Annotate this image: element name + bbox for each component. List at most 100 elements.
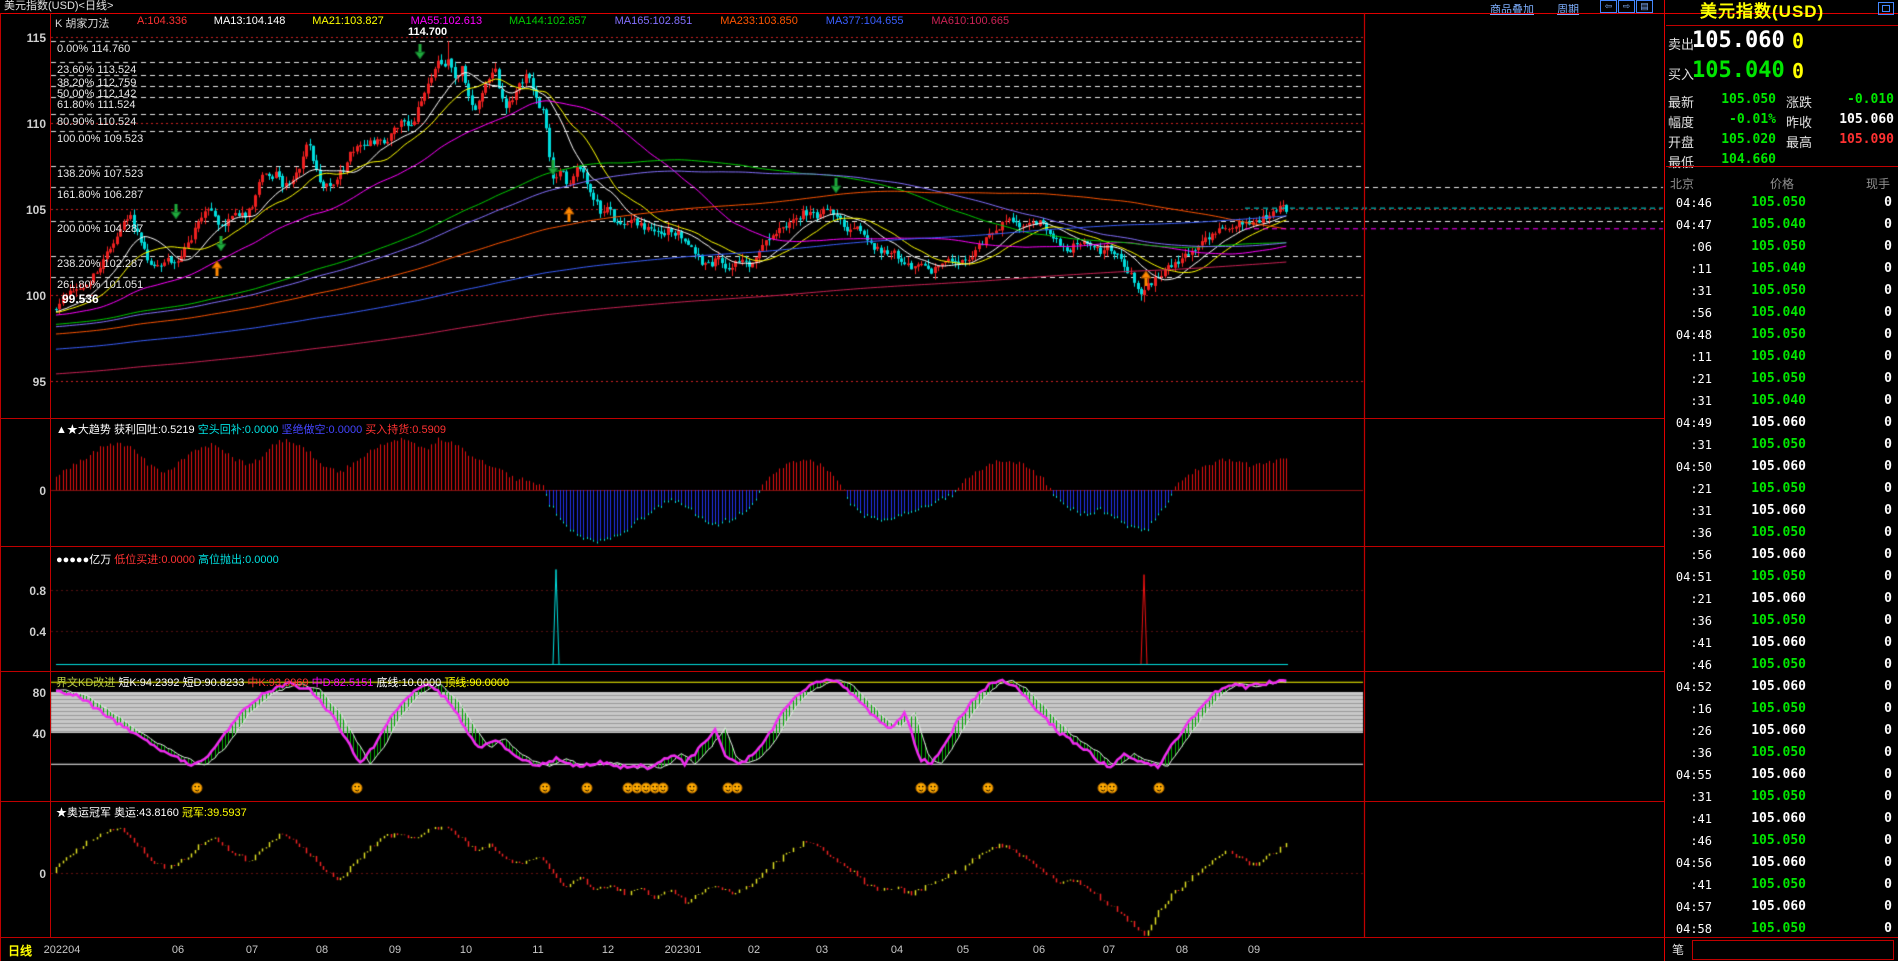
start-price-label: 99.536: [62, 292, 99, 306]
tick-row[interactable]: :26 105.060 0: [1666, 720, 1898, 742]
tick-row[interactable]: 04:46 105.050 0: [1666, 192, 1898, 214]
tick-time: :36: [1690, 614, 1712, 628]
tick-row[interactable]: :46 105.050 0: [1666, 654, 1898, 676]
tick-time: :11: [1690, 350, 1712, 364]
panel1-separator: [0, 418, 1664, 419]
tick-vol: 0: [1884, 393, 1892, 408]
tick-row[interactable]: :31 105.060 0: [1666, 500, 1898, 522]
tick-row[interactable]: :36 105.050 0: [1666, 522, 1898, 544]
tick-row[interactable]: :36 105.050 0: [1666, 742, 1898, 764]
toplink-overlay[interactable]: 商品叠加: [1490, 4, 1534, 16]
layout-icon[interactable]: ▤: [1636, 0, 1653, 13]
panel3-label-part-4: 中D:82.5151: [311, 677, 377, 689]
panel3-label-part-5: 底线:10.0000: [376, 677, 445, 689]
tick-time: :21: [1690, 482, 1712, 496]
tick-row[interactable]: 04:49 105.060 0: [1666, 412, 1898, 434]
tick-row[interactable]: 04:55 105.060 0: [1666, 764, 1898, 786]
tick-row[interactable]: :56 105.040 0: [1666, 302, 1898, 324]
buy-price: 105.040: [1692, 58, 1785, 83]
tick-price: 105.050: [1751, 613, 1806, 628]
tick-time: 04:52: [1675, 680, 1712, 694]
fib-label-10: 238.20% 102.287: [57, 258, 144, 270]
tick-row[interactable]: 04:52 105.060 0: [1666, 676, 1898, 698]
main-chart-canvas[interactable]: [0, 0, 1664, 961]
formula-name: K 胡家刀法: [55, 18, 110, 30]
toplink-period[interactable]: 周期: [1557, 4, 1579, 16]
panel2-label: ●●●●●亿万 低位买进:0.0000 高位抛出:0.0000: [56, 551, 279, 567]
tick-row[interactable]: :06 105.050 0: [1666, 236, 1898, 258]
tick-price: 105.050: [1751, 371, 1806, 386]
tick-row[interactable]: :41 105.050 0: [1666, 874, 1898, 896]
tick-time: 04:57: [1675, 900, 1712, 914]
panel2-tick-0.8: 0.8: [29, 584, 46, 598]
date-tick-05-12: 05: [956, 944, 970, 956]
date-tick-08-3: 08: [315, 944, 329, 956]
tick-row[interactable]: 04:50 105.060 0: [1666, 456, 1898, 478]
tick-row[interactable]: :36 105.050 0: [1666, 610, 1898, 632]
date-tick-03-10: 03: [815, 944, 829, 956]
panel2-tick-0.4: 0.4: [29, 625, 46, 639]
tick-row[interactable]: :41 105.060 0: [1666, 808, 1898, 830]
tick-row[interactable]: :41 105.060 0: [1666, 632, 1898, 654]
tick-row[interactable]: 04:47 105.040 0: [1666, 214, 1898, 236]
tick-row[interactable]: :21 105.050 0: [1666, 368, 1898, 390]
tick-row[interactable]: 04:56 105.060 0: [1666, 852, 1898, 874]
panel3-label: 界文KD改进 短K:94.2392 短D:90.8233 中K:93.9969 …: [56, 674, 509, 690]
tick-price: 105.060: [1751, 635, 1806, 650]
prev-arrow-icon[interactable]: ⇦: [1600, 0, 1617, 13]
tick-row[interactable]: :11 105.040 0: [1666, 346, 1898, 368]
tick-row[interactable]: :31 105.040 0: [1666, 390, 1898, 412]
ma-value-7: MA377:104.655: [825, 15, 904, 27]
panel1-tick-0: 0: [39, 484, 46, 498]
tick-row[interactable]: :16 105.050 0: [1666, 698, 1898, 720]
tick-row[interactable]: 04:51 105.050 0: [1666, 566, 1898, 588]
fib-label-4: 61.80% 111.524: [57, 99, 136, 111]
tick-row[interactable]: 04:57 105.060 0: [1666, 896, 1898, 918]
tick-time: 04:58: [1675, 922, 1712, 936]
tick-time: :06: [1690, 240, 1712, 254]
tick-row[interactable]: 04:58 105.050 0: [1666, 918, 1898, 940]
tick-vol: 0: [1884, 481, 1892, 496]
left-frame-line: [0, 13, 1, 961]
tick-row[interactable]: :11 105.040 0: [1666, 258, 1898, 280]
period-label[interactable]: 日线: [8, 944, 33, 958]
sidebar-separator: [1664, 0, 1665, 961]
fib-label-6: 100.00% 109.523: [57, 133, 144, 145]
tick-row[interactable]: :21 105.060 0: [1666, 588, 1898, 610]
tick-row[interactable]: :31 105.050 0: [1666, 434, 1898, 456]
tick-row[interactable]: :46 105.050 0: [1666, 830, 1898, 852]
panel4-label-part-2: 冠军:39.5937: [181, 807, 247, 819]
tick-time: 04:47: [1675, 218, 1712, 232]
next-arrow-icon[interactable]: ⇨: [1618, 0, 1635, 13]
date-tick-08-15: 08: [1175, 944, 1189, 956]
bi-empty-box: [1692, 940, 1894, 960]
tick-vol: 0: [1884, 371, 1892, 386]
tick-vol: 0: [1884, 305, 1892, 320]
ma-value-4: MA144:102.857: [509, 15, 587, 27]
tick-row[interactable]: 04:48 105.050 0: [1666, 324, 1898, 346]
ma-value-6: MA233:103.850: [720, 15, 798, 27]
tick-time: :56: [1690, 306, 1712, 320]
stat-label-涨跌: 涨跌: [1786, 95, 1813, 110]
quote-title: 美元指数(USD): [1700, 2, 1825, 21]
tick-price: 105.050: [1751, 921, 1806, 936]
ma-value-2: MA21:103.827: [312, 15, 384, 27]
popout-icon[interactable]: [1878, 2, 1894, 15]
tick-row[interactable]: :31 105.050 0: [1666, 280, 1898, 302]
fib-label-2: 38.20% 112.759: [57, 77, 137, 89]
tick-row[interactable]: :56 105.060 0: [1666, 544, 1898, 566]
tick-price: 105.060: [1751, 591, 1806, 606]
tab-bi[interactable]: 笔: [1672, 943, 1685, 957]
tick-row[interactable]: :31 105.050 0: [1666, 786, 1898, 808]
panel2-separator: [0, 546, 1664, 547]
ma-value-1: MA13:104.148: [213, 15, 286, 27]
fib-label-11: 261.80% 101.051: [57, 279, 144, 291]
panel1-label-part-3: 坚绝做空:0.0000: [281, 424, 366, 436]
stat-label-开盘: 开盘: [1668, 135, 1695, 150]
tick-vol: 0: [1884, 613, 1892, 628]
tick-row[interactable]: :21 105.050 0: [1666, 478, 1898, 500]
tick-vol: 0: [1884, 261, 1892, 276]
tick-vol: 0: [1884, 239, 1892, 254]
date-tick-202301-8: 202301: [664, 944, 702, 956]
buy-label: 买入: [1668, 67, 1695, 82]
